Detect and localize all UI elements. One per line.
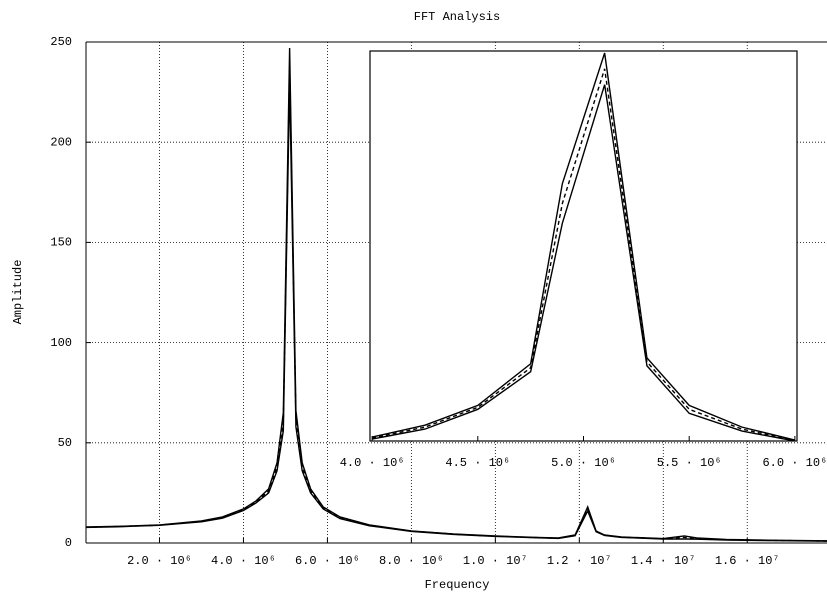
y-tick-label: 250 bbox=[50, 35, 72, 49]
x-tick-label: 4.0 · 10⁶ bbox=[340, 456, 405, 470]
chart-title: FFT Analysis bbox=[414, 10, 500, 24]
inset-background bbox=[370, 51, 797, 441]
x-tick-label: 4.0 · 10⁶ bbox=[211, 554, 276, 568]
x-tick-label: 8.0 · 10⁶ bbox=[379, 554, 444, 568]
x-tick-label: 6.0 · 10⁶ bbox=[295, 554, 360, 568]
x-tick-label: 5.5 · 10⁶ bbox=[657, 456, 722, 470]
series-line bbox=[371, 68, 796, 441]
x-tick-label: 1.2 · 10⁷ bbox=[547, 554, 612, 568]
x-tick-label: 5.0 · 10⁶ bbox=[551, 456, 616, 470]
y-tick-label: 50 bbox=[58, 436, 72, 450]
series-line bbox=[371, 84, 796, 441]
x-tick-label: 1.0 · 10⁷ bbox=[463, 554, 528, 568]
y-tick-label: 0 bbox=[65, 536, 72, 550]
inset-frame bbox=[369, 50, 798, 442]
x-axis-label: Frequency bbox=[425, 578, 490, 592]
y-tick-label: 200 bbox=[50, 135, 72, 149]
x-tick-label: 4.5 · 10⁶ bbox=[445, 456, 510, 470]
series-line bbox=[371, 52, 796, 441]
y-tick-label: 100 bbox=[50, 336, 72, 350]
series-line bbox=[86, 82, 827, 542]
plot-lines bbox=[86, 47, 827, 542]
x-tick-label: 6.0 · 10⁶ bbox=[762, 456, 827, 470]
x-tick-label: 1.4 · 10⁷ bbox=[631, 554, 696, 568]
y-axis-label: Amplitude bbox=[11, 260, 25, 325]
x-tick-label: 2.0 · 10⁶ bbox=[127, 554, 192, 568]
x-tick-label: 1.6 · 10⁷ bbox=[715, 554, 780, 568]
plot-lines bbox=[371, 52, 796, 441]
y-tick-label: 150 bbox=[50, 236, 72, 250]
